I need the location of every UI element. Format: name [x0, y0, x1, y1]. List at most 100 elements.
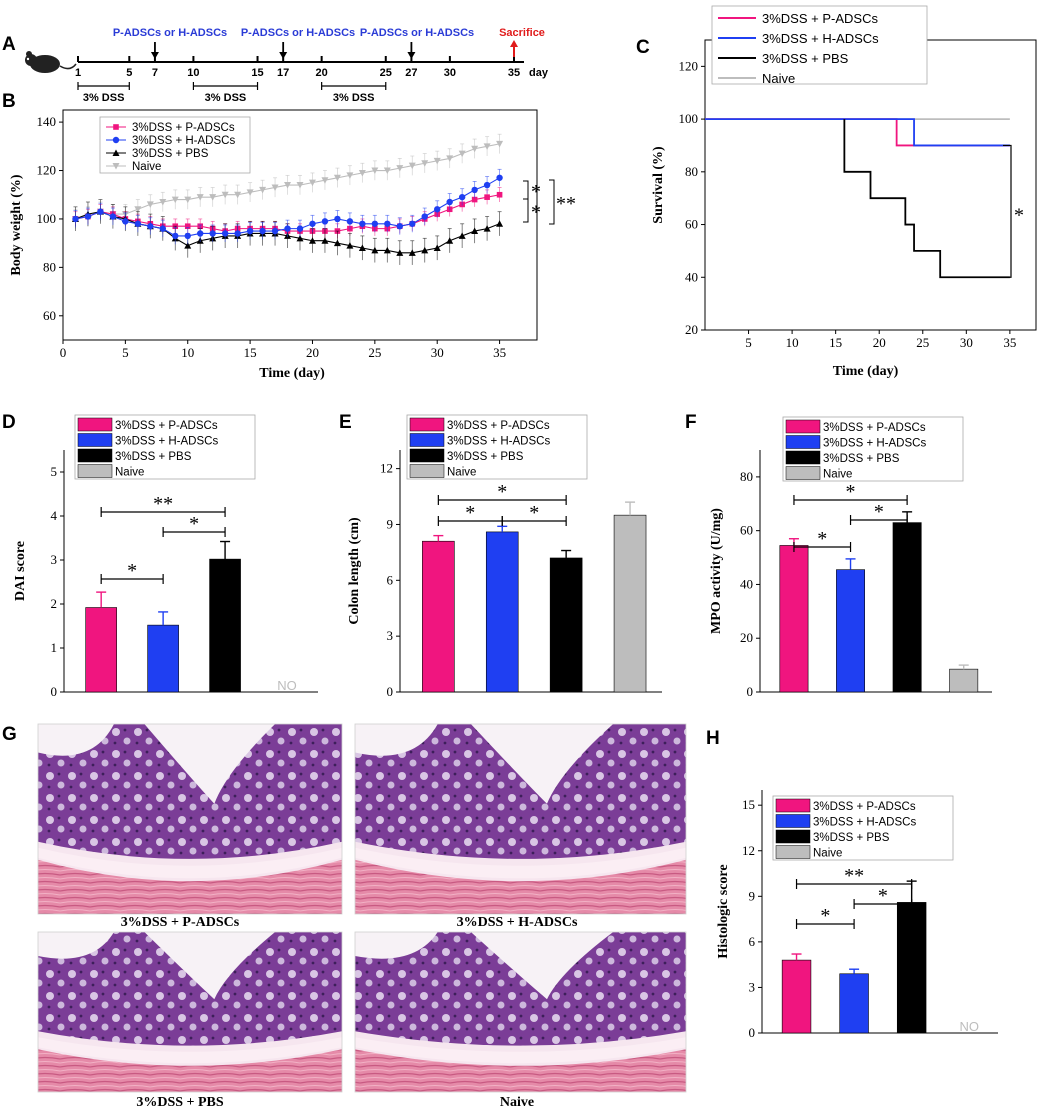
panel-label-a: A — [2, 34, 16, 55]
bar-1 — [485, 531, 519, 693]
data-point — [209, 194, 217, 201]
y-tick-label: 3 — [387, 628, 394, 643]
data-point — [284, 182, 292, 189]
data-point — [471, 186, 478, 194]
timeline-day-15: 15 — [251, 67, 263, 79]
lumen — [38, 724, 114, 756]
legend-label: Naive — [813, 848, 842, 860]
histology-image-1 — [354, 723, 687, 915]
y-tick-label: 3 — [749, 979, 756, 994]
y-tick-label: 1 — [51, 640, 58, 655]
survival-line-0 — [705, 118, 1010, 147]
y-tick-label: 120 — [37, 163, 57, 178]
data-point — [333, 239, 341, 247]
significance-bracket — [523, 180, 529, 200]
legend-box — [99, 116, 251, 174]
data-point — [134, 206, 142, 213]
x-tick-label: 0 — [60, 345, 67, 360]
histology-content — [355, 932, 686, 1092]
data-point — [446, 198, 453, 206]
histology-caption-pbs: 3%DSS + PBS — [136, 1095, 224, 1110]
data-point — [458, 193, 466, 201]
x-tick-label: 25 — [368, 345, 381, 360]
bar-0 — [422, 540, 455, 693]
x-axis-title: Time (day) — [259, 366, 325, 381]
legend-swatch — [775, 814, 811, 828]
data-point — [446, 237, 454, 244]
legend-marker — [112, 163, 120, 170]
legend-label: 3%DSS + P-ADSCs — [447, 420, 550, 432]
treatment-arrow-head — [407, 52, 416, 59]
survival-line-2 — [843, 119, 1010, 279]
timeline-day-35: 35 — [508, 67, 520, 79]
data-point — [433, 157, 441, 165]
y-tick-label: 9 — [387, 516, 394, 531]
treatment-arrow-head — [150, 52, 159, 59]
significance-star: * — [817, 528, 827, 550]
y-tick-label: 80 — [43, 259, 56, 274]
data-point — [496, 191, 503, 198]
legend-marker — [113, 124, 119, 130]
legend-swatch — [785, 466, 821, 480]
data-point — [371, 246, 379, 254]
y-axis-title: Survival (%) — [651, 146, 666, 224]
y-tick-label: 40 — [685, 269, 698, 284]
data-point — [134, 220, 142, 227]
data-point — [296, 225, 304, 232]
timeline-day-30: 30 — [444, 67, 456, 79]
data-point — [371, 167, 379, 175]
legend-label: Naive — [762, 71, 795, 86]
data-point — [458, 150, 466, 158]
x-axis-title: Time (day) — [833, 364, 899, 379]
significance-bracket — [549, 179, 555, 225]
data-point — [384, 220, 391, 227]
data-point — [271, 227, 279, 235]
y-tick-label: 20 — [740, 630, 753, 645]
legend-label: 3%DSS + P-ADSCs — [132, 122, 235, 134]
data-point — [471, 227, 479, 235]
data-point — [284, 225, 291, 232]
y-tick-label: 60 — [740, 523, 753, 538]
data-point — [184, 242, 192, 249]
data-point — [321, 177, 329, 184]
lumen — [38, 932, 114, 959]
y-tick-label: 0 — [51, 684, 58, 699]
sacrifice-arrow-head — [510, 40, 518, 47]
data-point — [409, 220, 416, 227]
histology-caption-h-adscs: 3%DSS + H-ADSCs — [457, 915, 578, 930]
data-point — [209, 230, 216, 237]
data-point — [197, 230, 204, 237]
y-tick-label: 40 — [740, 576, 753, 591]
data-point — [84, 213, 92, 220]
timeline-day-10: 10 — [187, 67, 199, 79]
data-point — [184, 196, 192, 204]
legend-swatch — [77, 448, 113, 463]
data-point — [308, 179, 316, 187]
mouse-icon — [25, 51, 77, 73]
data-point — [259, 186, 267, 194]
significance-star: * — [1014, 204, 1024, 226]
histologic-score-chart: 0 3 6 9 12 15 Histologic score NO 3%DSS + P-ADSC… — [716, 790, 998, 1040]
panel-label-g: G — [2, 724, 17, 745]
data-point — [358, 244, 366, 251]
data-point — [321, 218, 329, 225]
significance-star: * — [531, 202, 541, 224]
legend-label: 3%DSS + H-ADSCs — [823, 438, 926, 450]
y-tick-label: 12 — [380, 461, 393, 476]
legend-label: 3%DSS + P-ADSCs — [823, 422, 926, 434]
bar-2 — [549, 557, 583, 693]
legend-label: 3%DSS + P-ADSCs — [762, 11, 878, 26]
data-point — [358, 169, 366, 177]
bar-3 — [613, 514, 647, 693]
mpo-activity-chart: 0 20 40 60 80 MPO activity (U/mg) 3%DSS + P-AD… — [709, 416, 992, 699]
y-axis-title: Colon length (cm) — [347, 517, 362, 625]
legend-swatch — [785, 450, 821, 465]
x-tick-label: 5 — [122, 345, 129, 360]
data-point — [221, 230, 229, 237]
y-tick-label: 80 — [740, 469, 753, 484]
data-point — [296, 182, 304, 189]
significance-star: * — [874, 501, 884, 523]
data-point — [496, 174, 503, 181]
dai-score-chart: 0 1 2 3 4 5 DAI score NO 3%DSS + P-ADSCs 3%DSS + … — [13, 414, 318, 699]
legend-swatch — [775, 845, 811, 859]
